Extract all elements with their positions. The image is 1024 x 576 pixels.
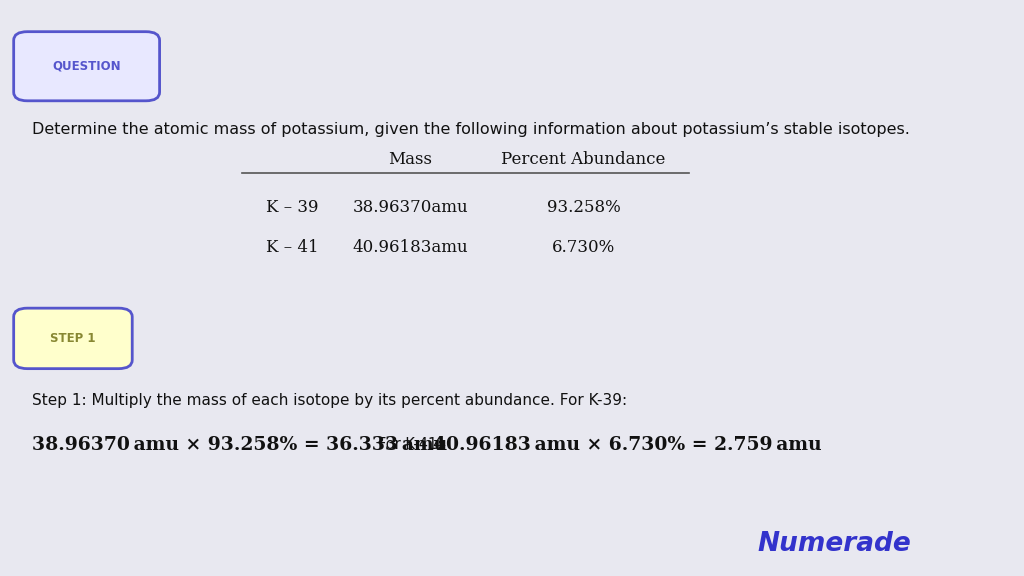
Text: Determine the atomic mass of potassium, given the following information about po: Determine the atomic mass of potassium, …: [32, 122, 909, 137]
Text: 40.96183 amu × 6.730% = 2.759 amu: 40.96183 amu × 6.730% = 2.759 amu: [433, 435, 822, 454]
Text: Numerade: Numerade: [758, 531, 911, 558]
Text: 93.258%: 93.258%: [547, 199, 621, 216]
Text: 38.96370amu: 38.96370amu: [352, 199, 468, 216]
Text: 40.96183amu: 40.96183amu: [352, 239, 468, 256]
Text: QUESTION: QUESTION: [52, 60, 121, 73]
FancyBboxPatch shape: [13, 308, 132, 369]
Text: K – 41: K – 41: [265, 239, 318, 256]
FancyBboxPatch shape: [13, 32, 160, 101]
Text: 6.730%: 6.730%: [552, 239, 615, 256]
Text: STEP 1: STEP 1: [50, 332, 95, 344]
Text: Percent Abundance: Percent Abundance: [502, 151, 666, 168]
Text: Mass: Mass: [388, 151, 432, 168]
Text: Step 1: Multiply the mass of each isotope by its percent abundance. For K-39:: Step 1: Multiply the mass of each isotop…: [32, 393, 627, 408]
Text: K – 39: K – 39: [265, 199, 318, 216]
Text: 38.96370 amu × 93.258% = 36.333 amu: 38.96370 amu × 93.258% = 36.333 amu: [32, 435, 447, 454]
Text: For K-41:: For K-41:: [379, 437, 447, 452]
